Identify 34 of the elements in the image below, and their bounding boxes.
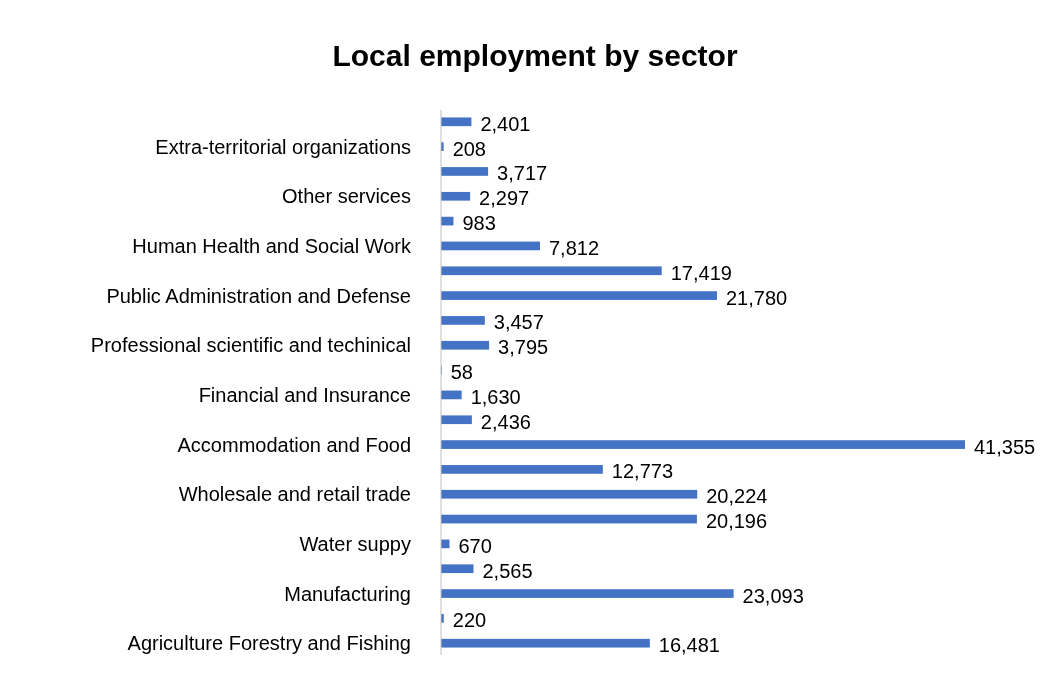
y-tick-label: Professional scientific and techinical [90,334,411,357]
y-tick-label: Extra-territorial organizations [155,135,411,158]
data-label: 3,457 [493,311,544,334]
data-label: 23,093 [742,584,804,607]
chart-title: Local employment by sector [332,39,738,72]
data-label: 21,780 [725,286,788,309]
data-label: 1,630 [470,385,521,408]
y-tick-label: Financial and Insurance [198,383,411,406]
data-label: 58 [450,361,473,384]
data-label: 2,297 [479,187,530,210]
data-label: 12,773 [611,460,674,483]
data-label: 2,436 [480,410,531,433]
y-tick-label: Human Health and Social Work [132,234,412,257]
data-label: 3,795 [498,336,549,359]
data-label: 3,717 [497,162,548,185]
y-tick-label: Other services [282,185,411,208]
data-label: 2,401 [480,112,531,135]
data-label: 20,224 [706,485,768,508]
data-label: 220 [452,609,487,632]
data-label: 670 [458,534,492,557]
y-tick-label: Manufacturing [284,582,411,605]
y-tick-label: Wholesale and retail trade [178,483,411,506]
data-label: 983 [462,212,496,235]
y-tick-label: Accommodation and Food [177,433,411,456]
y-tick-label: Water suppy [299,532,411,555]
data-label: 17,419 [670,261,732,284]
data-label: 2,565 [482,559,533,582]
data-label: 7,812 [548,236,600,259]
data-label: 20,196 [705,510,768,533]
data-label: 208 [452,137,487,160]
data-label: 41,355 [974,435,1036,458]
y-tick-label: Public Administration and Defense [106,284,411,307]
data-label: 16,481 [658,634,720,657]
y-tick-label: Agriculture Forestry and Fishing [127,632,411,655]
